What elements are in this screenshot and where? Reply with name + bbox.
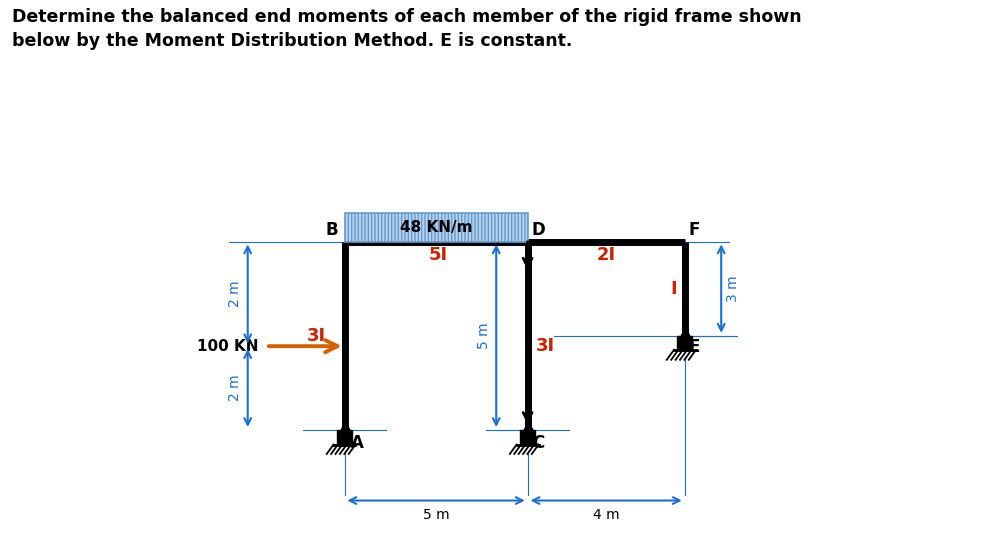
Text: I: I — [670, 280, 677, 298]
Text: 5 m: 5 m — [477, 323, 491, 349]
Text: 2 m: 2 m — [229, 375, 243, 401]
Text: B: B — [326, 221, 338, 239]
Bar — [520, 430, 535, 445]
Text: 100 KN: 100 KN — [196, 338, 258, 354]
Bar — [678, 336, 692, 350]
Bar — [345, 213, 527, 241]
Text: E: E — [688, 338, 700, 356]
Text: C: C — [532, 434, 544, 452]
Text: F: F — [688, 221, 700, 239]
Text: A: A — [351, 434, 363, 452]
Text: 5I: 5I — [429, 246, 448, 264]
Bar — [337, 430, 352, 445]
Text: 4 m: 4 m — [593, 508, 620, 522]
Text: 2I: 2I — [596, 246, 616, 264]
Text: Determine the balanced end moments of each member of the rigid frame shown
below: Determine the balanced end moments of ea… — [12, 8, 801, 50]
Text: 5 m: 5 m — [423, 508, 450, 522]
Text: 48 KN/m: 48 KN/m — [400, 220, 472, 235]
Text: 3I: 3I — [307, 326, 326, 345]
Text: 3 m: 3 m — [727, 275, 740, 302]
Text: 3I: 3I — [535, 337, 555, 355]
Text: 2 m: 2 m — [229, 281, 243, 307]
Text: D: D — [532, 221, 546, 239]
